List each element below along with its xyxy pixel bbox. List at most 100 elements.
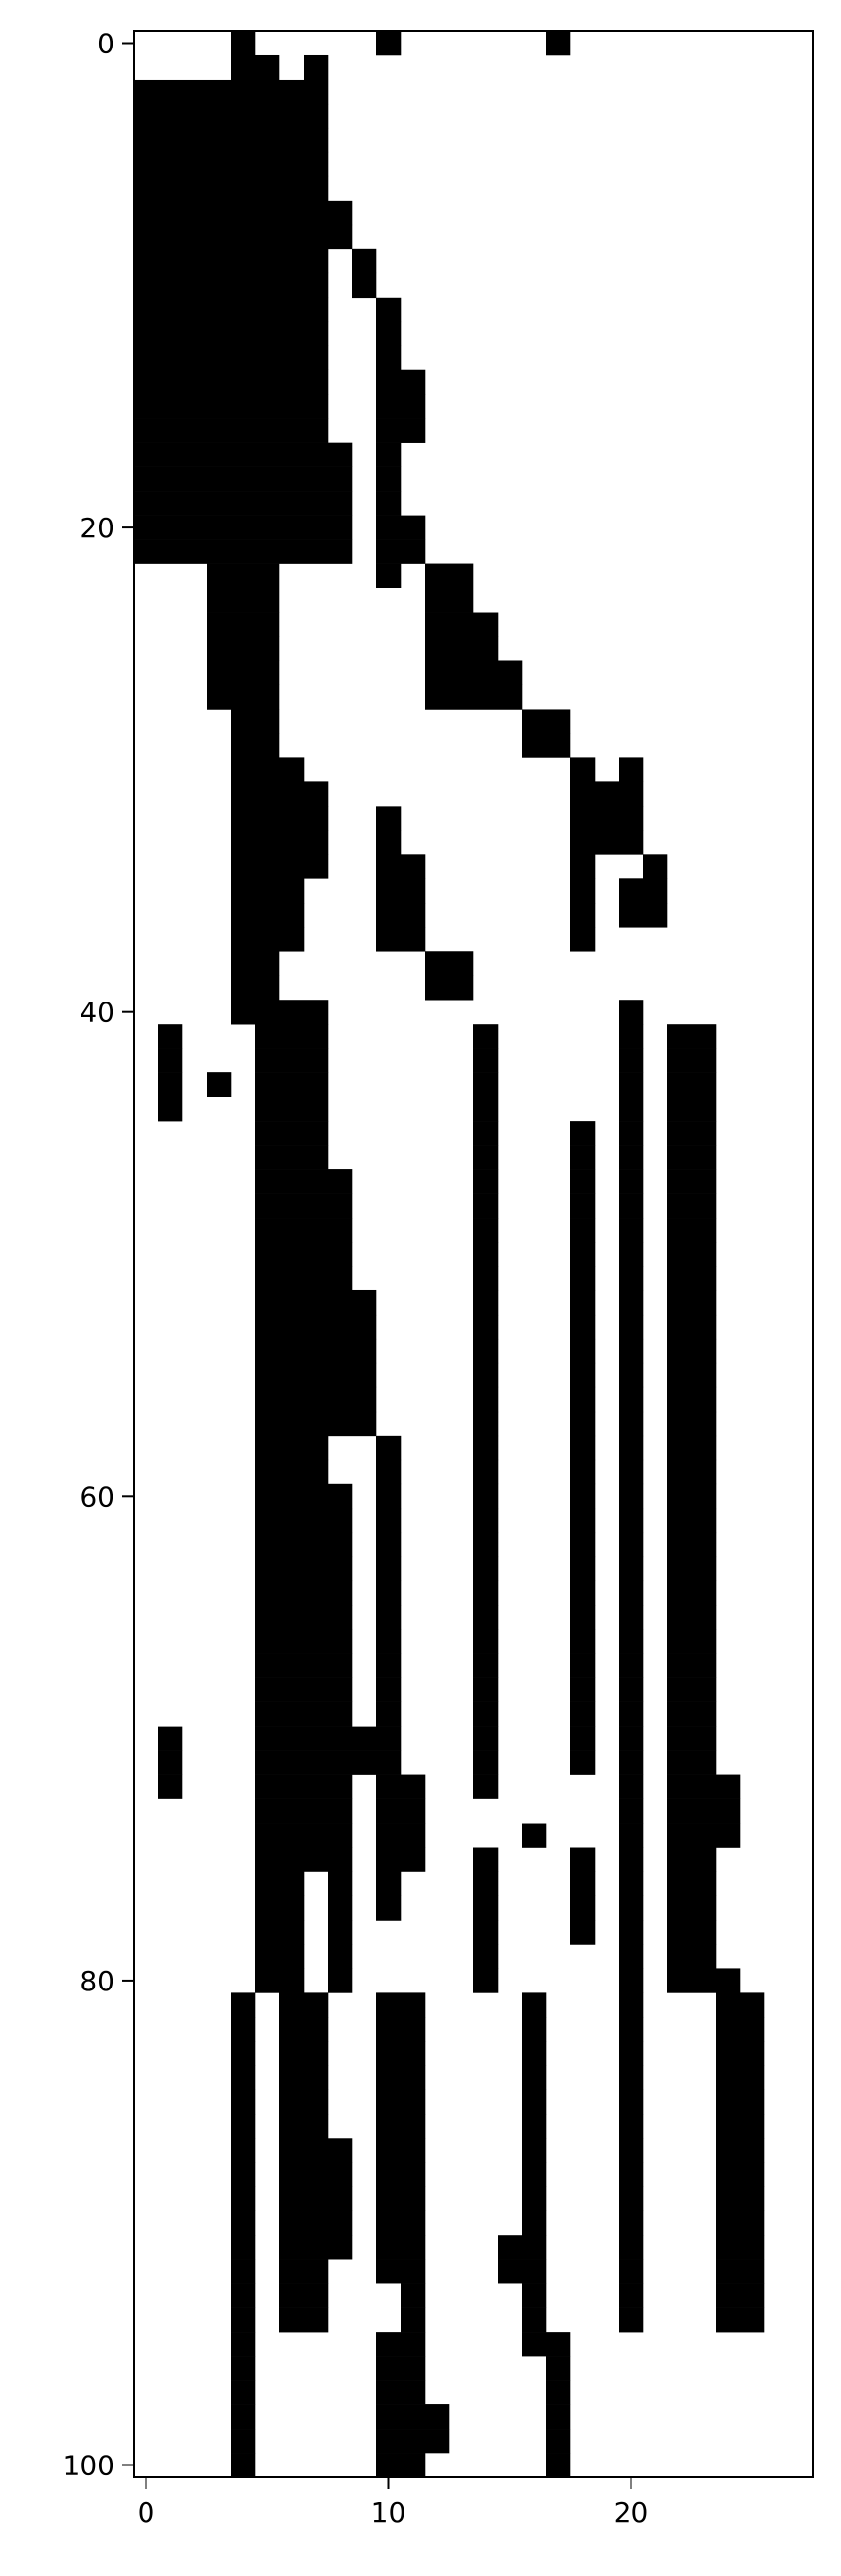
- heatmap-cell-run: [473, 1169, 499, 1194]
- heatmap-cell-run: [473, 1145, 499, 1170]
- heatmap-cell-run: [570, 1459, 596, 1485]
- heatmap-cell-run: [376, 2429, 450, 2454]
- heatmap-cell-run: [255, 1847, 353, 1872]
- heatmap-cell-run: [473, 1871, 499, 1896]
- heatmap-cell-run: [231, 781, 329, 807]
- heatmap-cell-run: [279, 2089, 329, 2115]
- heatmap-cell-run: [473, 1386, 499, 1413]
- heatmap-cell-run: [376, 2259, 426, 2284]
- heatmap-cell-run: [425, 975, 474, 1001]
- heatmap-cell-run: [376, 2235, 426, 2260]
- heatmap-cell-run: [425, 684, 523, 710]
- heatmap-cell-run: [255, 1798, 353, 1824]
- heatmap-cell-run: [376, 806, 402, 831]
- heatmap-cell-run: [667, 1774, 741, 1799]
- heatmap-cell-run: [376, 539, 426, 564]
- heatmap-cell-run: [255, 1508, 353, 1534]
- heatmap-cell-run: [570, 1145, 596, 1170]
- heatmap-cell-run: [570, 1242, 596, 1267]
- heatmap-cell-run: [134, 297, 329, 323]
- heatmap-cell-run: [134, 418, 329, 443]
- heatmap-cell-run: [134, 272, 329, 299]
- heatmap-cell-run: [255, 1920, 305, 1945]
- heatmap-cell-run: [667, 1653, 717, 1678]
- heatmap-cell-run: [667, 1508, 717, 1534]
- heatmap-cell-run: [619, 1411, 644, 1437]
- heatmap-cell-run: [255, 1653, 353, 1678]
- heatmap-cell-run: [255, 1386, 377, 1413]
- heatmap-cell-run: [134, 127, 329, 153]
- heatmap-cell-run: [619, 1048, 644, 1073]
- heatmap-cell-run: [716, 2041, 765, 2066]
- heatmap-cell-run: [570, 806, 644, 831]
- heatmap-cell-run: [716, 2114, 765, 2139]
- heatmap-cell-run: [158, 1750, 183, 1775]
- heatmap-cell-run: [473, 1265, 499, 1291]
- heatmap-cell-run: [231, 2235, 256, 2260]
- heatmap-cell-run: [473, 1895, 499, 1921]
- heatmap-cell-run: [231, 1992, 256, 2018]
- heatmap-cell-run: [667, 1798, 741, 1824]
- heatmap-cell-run: [667, 1435, 717, 1461]
- heatmap-cell-run: [546, 2356, 571, 2381]
- heatmap-cell-run: [667, 1823, 741, 1848]
- heatmap-cell-run: [231, 54, 280, 80]
- heatmap-cell-run: [231, 709, 280, 734]
- heatmap-cell-run: [522, 2114, 547, 2139]
- heatmap-cell-run: [279, 2210, 353, 2236]
- heatmap-cell-run: [619, 1289, 644, 1316]
- heatmap-cell-run: [231, 2186, 256, 2211]
- heatmap-cell-run: [134, 175, 329, 202]
- heatmap-cell-run: [255, 1097, 329, 1122]
- heatmap-cell-run: [255, 1314, 377, 1340]
- heatmap-cell-run: [231, 975, 280, 1001]
- heatmap-cell-run: [619, 1798, 644, 1824]
- heatmap-cell-run: [255, 1193, 353, 1219]
- heatmap-cell-run: [570, 1314, 596, 1340]
- heatmap-cell-run: [619, 2235, 644, 2260]
- heatmap-cell-run: [134, 103, 329, 129]
- heatmap-cell-run: [231, 1000, 329, 1025]
- heatmap-cell-run: [619, 1072, 644, 1097]
- heatmap-cell-run: [619, 1944, 644, 1969]
- heatmap-cell-run: [667, 1532, 717, 1558]
- heatmap-cell-run: [473, 1750, 499, 1775]
- heatmap-cell-run: [619, 2114, 644, 2139]
- heatmap-cell-run: [619, 2210, 644, 2236]
- heatmap-cell-run: [231, 2041, 256, 2066]
- heatmap-cell-run: [279, 2283, 329, 2308]
- heatmap-cell-run: [619, 1920, 644, 1945]
- heatmap-cell-run: [279, 2041, 329, 2066]
- heatmap-cell-run: [401, 2307, 426, 2333]
- heatmap-cell-run: [619, 1386, 644, 1413]
- heatmap-cell-run: [619, 2138, 644, 2163]
- heatmap-cell-run: [231, 2162, 256, 2187]
- heatmap-cell-run: [619, 1774, 644, 1799]
- heatmap-cell-run: [376, 2089, 426, 2115]
- heatmap-cell-run: [522, 2162, 547, 2187]
- heatmap-cell-run: [498, 2259, 547, 2284]
- heatmap-cell-run: [279, 2307, 329, 2333]
- heatmap-cell-run: [619, 1459, 644, 1485]
- heatmap-cell-run: [619, 878, 668, 904]
- heatmap-cell-run: [255, 1629, 353, 1654]
- heatmap-cell-run: [716, 2138, 765, 2163]
- heatmap-cell-run: [134, 345, 329, 371]
- heatmap-cell-run: [231, 2380, 256, 2405]
- heatmap-cell-run: [134, 515, 353, 540]
- heatmap-cell-run: [619, 1242, 644, 1267]
- heatmap-cell-run: [522, 2138, 547, 2163]
- heatmap-cell-run: [255, 1871, 305, 1896]
- heatmap-cell-run: [473, 1847, 499, 1872]
- heatmap-cell-run: [279, 2017, 329, 2042]
- heatmap-cell-run: [207, 563, 280, 588]
- heatmap-cell-run: [255, 1338, 377, 1364]
- heatmap-cell-run: [376, 2017, 426, 2042]
- heatmap-cell-run: [376, 369, 426, 395]
- heatmap-cell-run: [667, 1097, 717, 1122]
- heatmap-cell-run: [570, 830, 644, 855]
- heatmap-cell-run: [255, 1121, 329, 1146]
- heatmap-cell-run: [255, 1944, 305, 1969]
- heatmap-cell-run: [473, 1411, 499, 1437]
- heatmap-cells: [134, 31, 765, 2478]
